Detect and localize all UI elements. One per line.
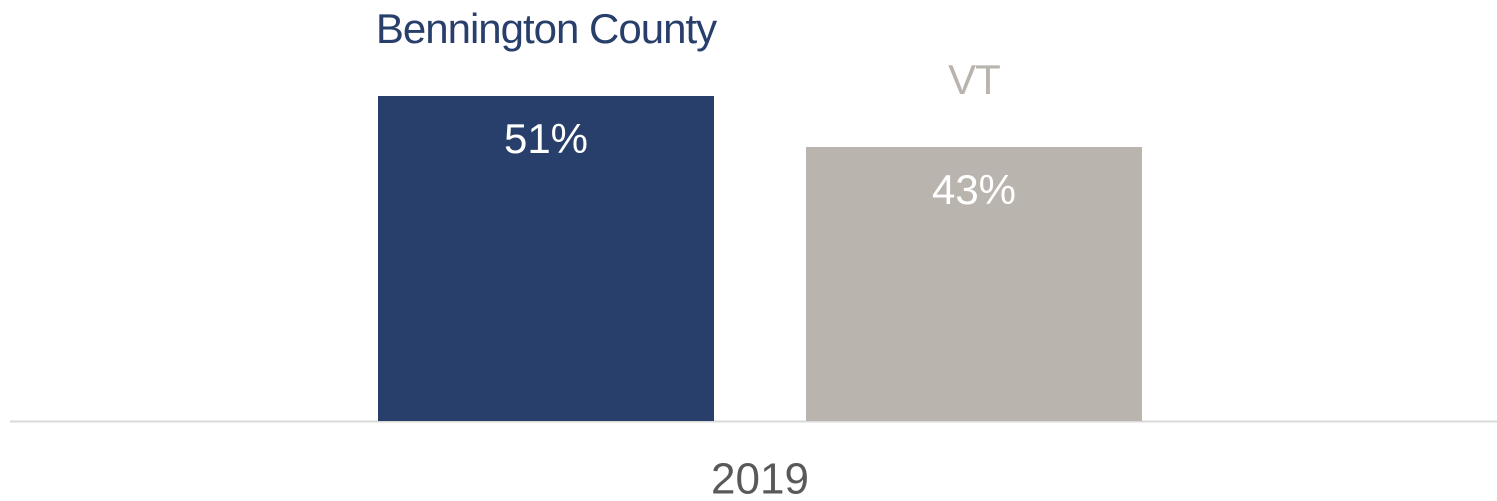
series-label: VT: [948, 56, 1000, 103]
bar: [378, 96, 714, 421]
data-label: 43%: [932, 166, 1016, 213]
data-label: 51%: [504, 115, 588, 162]
bar: [806, 146, 1142, 421]
x-tick-label: 2019: [711, 455, 809, 501]
series-label: Bennington County: [376, 5, 717, 52]
